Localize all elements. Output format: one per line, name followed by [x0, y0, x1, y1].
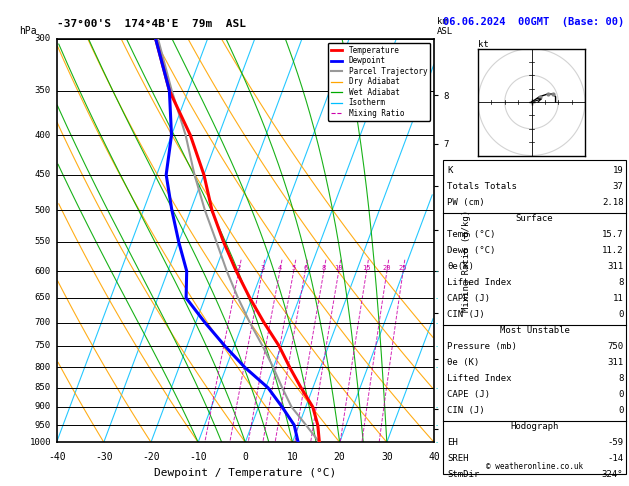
Text: Lifted Index: Lifted Index [447, 374, 512, 383]
Text: Temp (°C): Temp (°C) [447, 230, 496, 239]
Text: 25: 25 [399, 265, 408, 271]
Text: 700: 700 [35, 318, 51, 327]
Text: SREH: SREH [447, 454, 469, 463]
Text: 650: 650 [35, 294, 51, 302]
Text: 19: 19 [613, 166, 623, 174]
Text: 850: 850 [35, 383, 51, 392]
Text: 0: 0 [618, 406, 623, 415]
Text: 324°: 324° [602, 470, 623, 479]
Text: -59: -59 [607, 438, 623, 447]
Text: 900: 900 [35, 402, 51, 412]
Text: Pressure (mb): Pressure (mb) [447, 342, 517, 351]
Text: 311: 311 [607, 358, 623, 367]
Text: 750: 750 [607, 342, 623, 351]
Text: 8: 8 [322, 265, 326, 271]
Text: 11.2: 11.2 [602, 246, 623, 255]
Text: 350: 350 [35, 86, 51, 95]
Text: -30: -30 [95, 452, 113, 462]
Text: 800: 800 [35, 363, 51, 372]
Text: θe (K): θe (K) [447, 358, 479, 367]
Text: -: - [435, 439, 439, 445]
Text: 450: 450 [35, 170, 51, 179]
Text: 0: 0 [242, 452, 248, 462]
Text: -: - [435, 404, 439, 410]
Text: km
ASL: km ASL [437, 17, 454, 36]
Text: -: - [435, 364, 439, 370]
Text: -20: -20 [142, 452, 160, 462]
Text: 5: 5 [291, 265, 296, 271]
Text: CAPE (J): CAPE (J) [447, 294, 490, 303]
Text: 3: 3 [260, 265, 265, 271]
Text: Dewpoint / Temperature (°C): Dewpoint / Temperature (°C) [154, 469, 337, 479]
Text: -: - [435, 422, 439, 428]
Text: 0: 0 [618, 390, 623, 399]
Text: Hodograph: Hodograph [511, 422, 559, 431]
Text: CIN (J): CIN (J) [447, 406, 485, 415]
Text: -: - [435, 385, 439, 391]
Text: -: - [435, 295, 439, 301]
Text: 20: 20 [334, 452, 345, 462]
Text: 4: 4 [277, 265, 282, 271]
Text: 8: 8 [618, 374, 623, 383]
Text: -: - [435, 343, 439, 349]
Text: PW (cm): PW (cm) [447, 198, 485, 207]
Text: -14: -14 [607, 454, 623, 463]
Text: 550: 550 [35, 238, 51, 246]
Text: 37: 37 [613, 182, 623, 191]
Text: 2: 2 [237, 265, 241, 271]
Text: Dewp (°C): Dewp (°C) [447, 246, 496, 255]
Text: kt: kt [478, 39, 489, 49]
Text: -37°00'S  174°4B'E  79m  ASL: -37°00'S 174°4B'E 79m ASL [57, 19, 245, 29]
Text: 600: 600 [35, 267, 51, 276]
Text: 15: 15 [362, 265, 371, 271]
Text: 0: 0 [618, 310, 623, 319]
Text: 20: 20 [382, 265, 391, 271]
Text: Lifted Index: Lifted Index [447, 278, 512, 287]
Text: K: K [447, 166, 453, 174]
Text: -10: -10 [189, 452, 207, 462]
Text: Mixing Ratio (g/kg): Mixing Ratio (g/kg) [462, 209, 471, 312]
Text: 30: 30 [381, 452, 392, 462]
Text: 11: 11 [613, 294, 623, 303]
Text: 06.06.2024  00GMT  (Base: 00): 06.06.2024 00GMT (Base: 00) [443, 17, 625, 27]
Text: 400: 400 [35, 131, 51, 140]
Text: 950: 950 [35, 420, 51, 430]
Text: 10: 10 [335, 265, 343, 271]
Text: StmDir: StmDir [447, 470, 479, 479]
Text: 2.18: 2.18 [602, 198, 623, 207]
Text: Totals Totals: Totals Totals [447, 182, 517, 191]
Text: 6: 6 [303, 265, 308, 271]
Text: © weatheronline.co.uk: © weatheronline.co.uk [486, 462, 583, 471]
Text: -: - [435, 268, 439, 274]
Text: -40: -40 [48, 452, 65, 462]
Text: 1000: 1000 [30, 438, 51, 447]
Legend: Temperature, Dewpoint, Parcel Trajectory, Dry Adiabat, Wet Adiabat, Isotherm, Mi: Temperature, Dewpoint, Parcel Trajectory… [328, 43, 430, 121]
Text: hPa: hPa [19, 26, 36, 36]
Text: CIN (J): CIN (J) [447, 310, 485, 319]
Text: 10: 10 [287, 452, 298, 462]
Text: 500: 500 [35, 206, 51, 214]
Text: 40: 40 [428, 452, 440, 462]
Text: 300: 300 [35, 35, 51, 43]
Text: 15.7: 15.7 [602, 230, 623, 239]
Text: -: - [435, 320, 439, 326]
Text: EH: EH [447, 438, 458, 447]
Text: θe(K): θe(K) [447, 262, 474, 271]
Text: Surface: Surface [516, 214, 554, 223]
Text: 311: 311 [607, 262, 623, 271]
Text: Most Unstable: Most Unstable [499, 326, 570, 335]
Text: 750: 750 [35, 341, 51, 350]
Text: CAPE (J): CAPE (J) [447, 390, 490, 399]
Text: 8: 8 [618, 278, 623, 287]
